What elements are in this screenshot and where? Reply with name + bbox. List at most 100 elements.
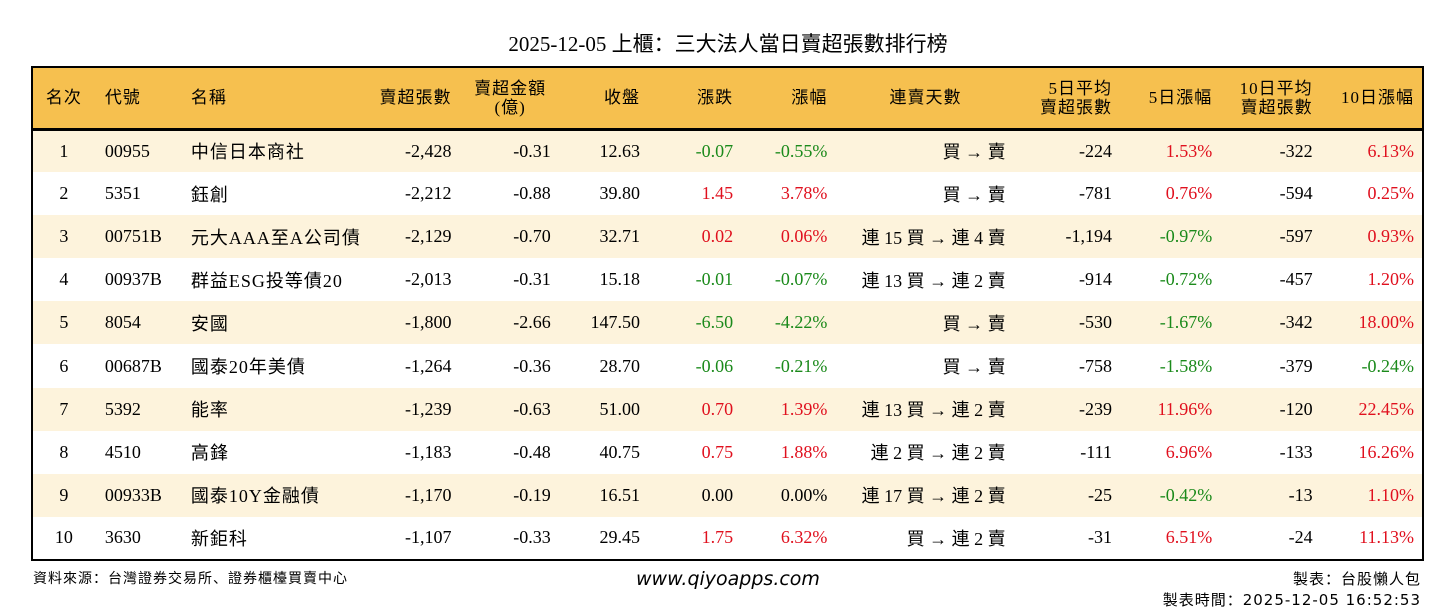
cell-avg5: -530 — [1078, 312, 1112, 333]
cell-pct: 0.00% — [780, 484, 828, 505]
column-header-line: 賣超張數 — [1240, 97, 1313, 117]
cell-pct5: 0.76% — [1165, 183, 1213, 204]
generated-time: 製表時間：2025-12-05 16:52:53 — [1162, 591, 1421, 609]
column-header-line: 10日漲幅 — [1341, 88, 1414, 108]
cell-rank: 8 — [59, 441, 69, 462]
cell-code: 00955 — [104, 140, 150, 161]
cell-chg: 1.75 — [701, 527, 734, 548]
cell-pct5: 1.53% — [1165, 140, 1213, 161]
cell-net: -2,428 — [405, 140, 452, 161]
column-header: 代號 — [95, 67, 181, 129]
cell-net: -1,107 — [405, 527, 452, 548]
cell-net: -2,212 — [405, 183, 452, 204]
cell-pct: 1.88% — [780, 441, 828, 462]
table-row[interactable]: 4 00937B 群益ESG投等債20 -2,013 -0.31 15.18 -0.01 -0… — [32, 258, 1423, 302]
table-header: 名次 代號 名稱 賣超張數 賣超金額 (億) 收盤 漲跌 漲幅 連賣天數 5日平均 賣超張數 5日漲幅 1… — [32, 67, 1423, 129]
cell-pct5: 11.96% — [1157, 398, 1213, 419]
cell-pct10: -0.24% — [1361, 355, 1415, 376]
cell-avg10: -24 — [1288, 527, 1313, 548]
column-header: 漲幅 — [743, 67, 835, 129]
cell-amt: -2.66 — [513, 312, 551, 333]
cell-pct: -0.21% — [774, 355, 828, 376]
cell-close: 51.00 — [599, 398, 640, 419]
table-row[interactable]: 1 00955 中信日本商社 -2,428 -0.31 12.63 -0.07 -0.55% 買… — [32, 129, 1423, 173]
table-row[interactable]: 8 4510 高鋒 -1,183 -0.48 40.75 0.75 1.88% 連 2 買 → … — [32, 430, 1423, 474]
cell-close: 39.80 — [599, 183, 640, 204]
cell-net: -1,170 — [405, 484, 452, 505]
table-row[interactable]: 2 5351 鈺創 -2,212 -0.88 39.80 1.45 3.78% 買 → 賣 -78… — [32, 172, 1423, 216]
column-header-line: 名次 — [45, 88, 82, 108]
cell-streak: 買 → 賣 — [942, 357, 1006, 378]
cell-avg5: -914 — [1078, 269, 1112, 290]
cell-pct: 1.39% — [780, 398, 828, 419]
cell-code: 00751B — [104, 226, 162, 247]
cell-amt: -0.33 — [513, 527, 551, 548]
cell-pct: 6.32% — [780, 527, 828, 548]
cell-pct10: 6.13% — [1367, 140, 1415, 161]
column-header-line: 漲幅 — [791, 88, 828, 108]
cell-amt: -0.63 — [513, 398, 551, 419]
cell-code: 5392 — [104, 398, 141, 419]
column-header: 名稱 — [181, 67, 358, 129]
column-header: 收盤 — [561, 67, 652, 129]
table-row[interactable]: 10 3630 新鉅科 -1,107 -0.33 29.45 1.75 6.32% 買 → 連 … — [32, 516, 1423, 560]
cell-rank: 5 — [59, 312, 69, 333]
cell-rank: 6 — [59, 355, 69, 376]
cell-streak: 買 → 連 2 賣 — [906, 528, 1006, 549]
cell-net: -1,183 — [405, 441, 452, 462]
column-header-line: 5日平均 — [1048, 78, 1112, 98]
cell-avg10: -13 — [1288, 484, 1313, 505]
cell-avg10: -342 — [1279, 312, 1313, 333]
cell-amt: -0.36 — [513, 355, 551, 376]
cell-pct10: 18.00% — [1358, 312, 1415, 333]
cell-name: 新鉅科 — [190, 528, 248, 549]
column-header: 連賣天數 — [835, 67, 1015, 129]
cell-amt: -0.88 — [513, 183, 551, 204]
cell-rank: 7 — [59, 398, 69, 419]
cell-pct10: 0.93% — [1367, 226, 1415, 247]
cell-code: 5351 — [104, 183, 141, 204]
cell-close: 40.75 — [599, 441, 640, 462]
table-row[interactable]: 5 8054 安國 -1,800 -2.66 147.50 -6.50 -4.22% 買 → 賣… — [32, 301, 1423, 345]
cell-pct10: 0.25% — [1367, 183, 1415, 204]
cell-chg: 0.00 — [701, 484, 734, 505]
cell-streak: 買 → 賣 — [942, 313, 1006, 334]
cell-close: 147.50 — [590, 312, 640, 333]
cell-pct: -4.22% — [774, 312, 828, 333]
data-source: 資料來源：台灣證券交易所、證券櫃檯買賣中心 — [33, 571, 348, 587]
cell-avg5: -781 — [1078, 183, 1112, 204]
cell-close: 12.63 — [599, 140, 640, 161]
cell-pct: 3.78% — [780, 183, 828, 204]
cell-avg10: -133 — [1279, 441, 1313, 462]
cell-close: 32.71 — [599, 226, 640, 247]
cell-avg5: -758 — [1078, 355, 1112, 376]
table-row[interactable]: 9 00933B 國泰10Y金融債 -1,170 -0.19 16.51 0.00 0.00%… — [32, 473, 1423, 517]
cell-rank: 10 — [54, 527, 73, 548]
cell-streak: 連 15 買 → 連 4 賣 — [861, 227, 1006, 248]
cell-rank: 3 — [59, 226, 69, 247]
cell-pct10: 1.20% — [1367, 269, 1415, 290]
cell-chg: 0.02 — [701, 226, 734, 247]
column-header-line: 賣超金額 — [474, 78, 547, 98]
cell-avg10: -457 — [1279, 269, 1313, 290]
cell-name: 群益ESG投等債20 — [190, 270, 343, 291]
cell-pct5: 6.96% — [1165, 441, 1213, 462]
table-row[interactable]: 7 5392 能率 -1,239 -0.63 51.00 0.70 1.39% 連 13 買 →… — [32, 387, 1423, 431]
cell-streak: 買 → 賣 — [942, 142, 1006, 163]
cell-streak: 買 → 賣 — [942, 184, 1006, 205]
cell-name: 元大AAA至A公司債 — [190, 227, 361, 248]
cell-streak: 連 13 買 → 連 2 賣 — [861, 270, 1006, 291]
table-row[interactable]: 6 00687B 國泰20年美債 -1,264 -0.36 28.70 -0.06 -0.21… — [32, 344, 1423, 388]
cell-pct5: 6.51% — [1165, 527, 1213, 548]
table-row[interactable]: 3 00751B 元大AAA至A公司債 -2,129 -0.70 32.71 0.02 0.0… — [32, 215, 1423, 259]
cell-pct: -0.55% — [774, 140, 828, 161]
cell-rank: 1 — [59, 140, 69, 161]
cell-pct: -0.07% — [774, 269, 828, 290]
column-header: 10日平均 賣超張數 — [1220, 67, 1320, 129]
cell-pct: 0.06% — [780, 226, 828, 247]
cell-amt: -0.70 — [513, 226, 551, 247]
cell-name: 中信日本商社 — [190, 142, 305, 163]
website-link[interactable]: www.qiyoapps.com — [636, 568, 820, 590]
cell-chg: 0.75 — [701, 441, 734, 462]
cell-amt: -0.31 — [513, 269, 551, 290]
